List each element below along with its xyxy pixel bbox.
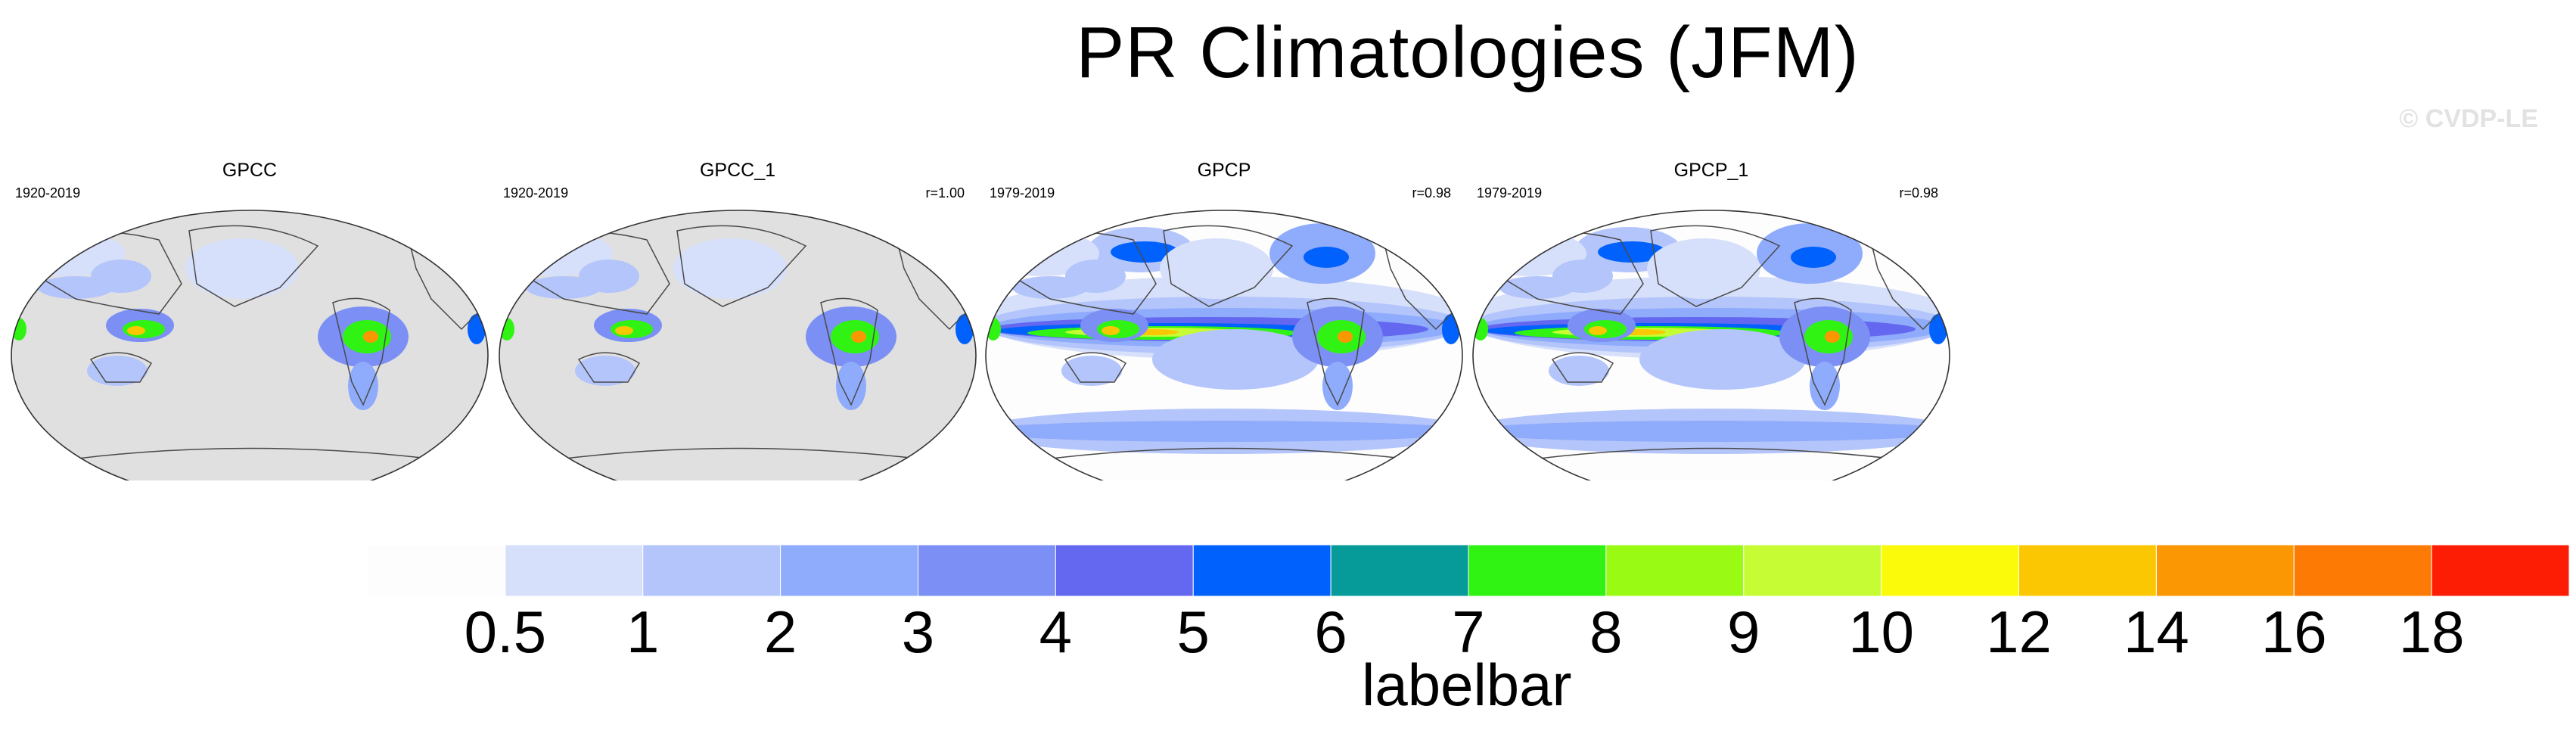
labelbar-tick-label: 3 (901, 599, 935, 665)
panel-correlation: r=1.00 (925, 185, 965, 201)
panel-correlation: r=0.98 (1412, 185, 1451, 201)
labelbar-box (1330, 545, 1469, 597)
labelbar-tick-label: 1 (626, 599, 660, 665)
labelbar-tick-label: 7 (1452, 599, 1485, 665)
labelbar-tick-label: 9 (1727, 599, 1760, 665)
labelbar-box (2431, 545, 2569, 597)
labelbar-box (780, 545, 918, 597)
panel-period: 1979-2019 (1477, 185, 1543, 201)
panel-title: GPCP_1 (1673, 160, 1749, 181)
labelbar-box (1881, 545, 2019, 597)
labelbar-box (642, 545, 782, 597)
panel-title: GPCC (222, 160, 278, 181)
labelbar-box (1605, 545, 1745, 597)
map-panel: GPCC_1 1920-2019 r=1.00 (496, 155, 980, 480)
labelbar-tick-label: 6 (1314, 599, 1347, 665)
labelbar-box (505, 545, 644, 597)
labelbar-tick-label: 5 (1176, 599, 1210, 665)
labelbar-tick-label: 12 (1986, 599, 2052, 665)
map-panel: GPCP 1979-2019 r=0.98 (982, 155, 1466, 480)
panel-period: 1979-2019 (990, 185, 1055, 201)
map-globe (499, 210, 977, 480)
labelbar-tick-label: 0.5 (464, 599, 547, 665)
labelbar-tick-label: 16 (2261, 599, 2327, 665)
labelbar-title: labelbar (1362, 651, 1572, 718)
labelbar-box (1192, 545, 1332, 597)
panel-period: 1920-2019 (15, 185, 81, 201)
labelbar-tick-label: 18 (2398, 599, 2465, 665)
labelbar-box (1468, 545, 1607, 597)
labelbar-tick-label: 4 (1039, 599, 1073, 665)
panel-correlation: r=0.98 (1899, 185, 1938, 201)
labelbar-box (2018, 545, 2157, 597)
map-globe (985, 210, 1463, 480)
labelbar-box (2155, 545, 2295, 597)
labelbar-box (368, 545, 506, 597)
labelbar-box (1055, 545, 1194, 597)
labelbar-tick-label: 14 (2123, 599, 2189, 665)
panel-title: GPCC_1 (699, 160, 776, 181)
map-panel: GPCP_1 1979-2019 r=0.98 (1469, 155, 1953, 480)
labelbar-box (1743, 545, 1882, 597)
copyright-label: © CVDP-LE (2399, 104, 2538, 133)
panel-period: 1920-2019 (503, 185, 569, 201)
labelbar-tick-label: 10 (1848, 599, 1914, 665)
labelbar-box (918, 545, 1056, 597)
panel-title: GPCP (1197, 160, 1251, 181)
chart-title: PR Climatologies (JFM) (1076, 12, 1860, 93)
map-globe (1472, 210, 1950, 480)
labelbar-tick-label: 2 (763, 599, 797, 665)
labelbar-colorbar (368, 545, 2569, 597)
labelbar-tick-label: 8 (1589, 599, 1623, 665)
map-globe (11, 210, 489, 480)
map-panel: GPCC 1920-2019 (8, 155, 492, 480)
labelbar-box (2293, 545, 2432, 597)
